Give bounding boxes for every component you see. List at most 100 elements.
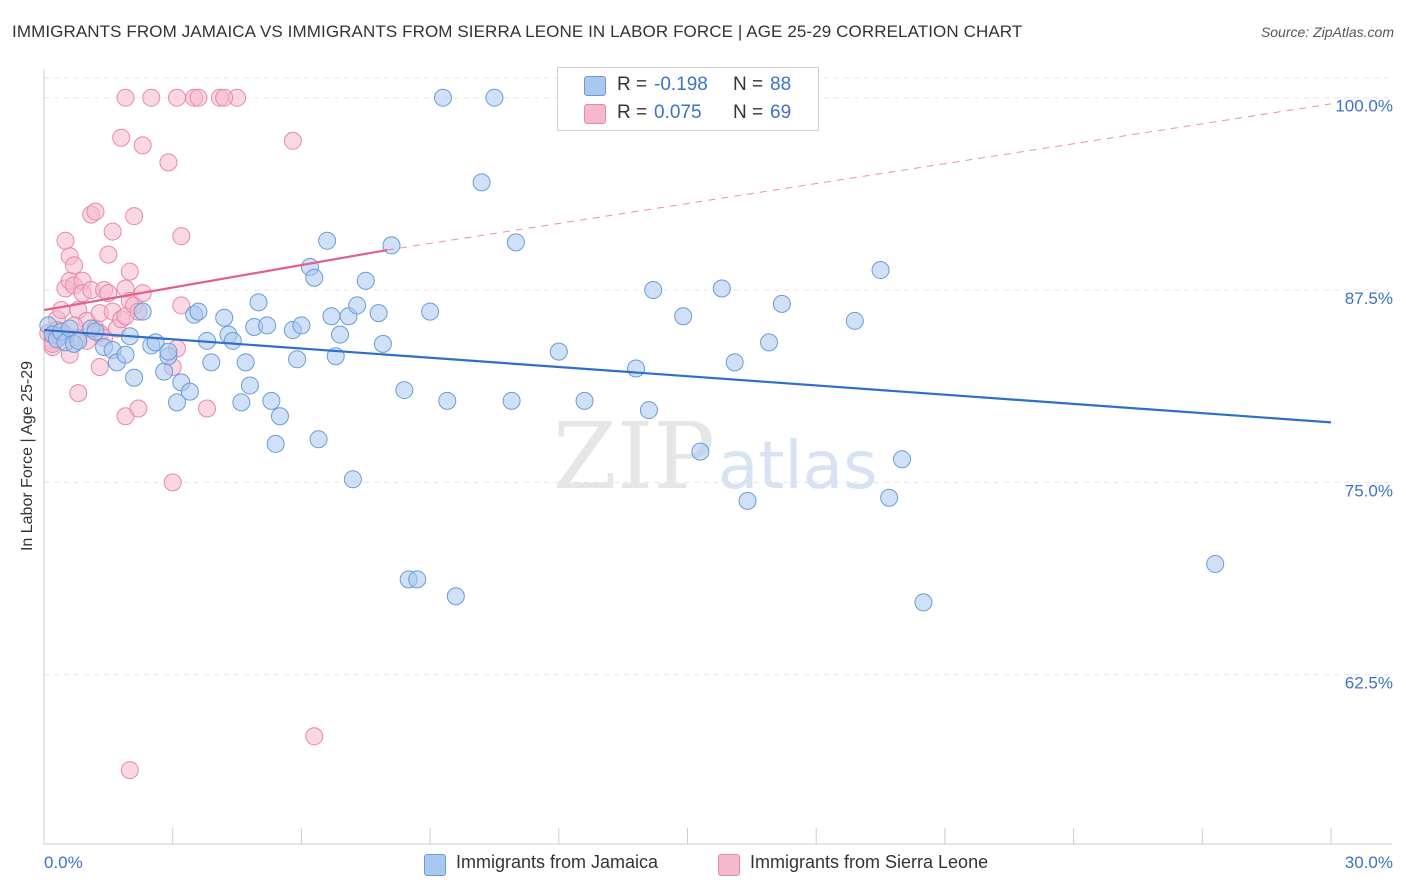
jamaica-point (845, 311, 864, 330)
jamaica-point (223, 331, 242, 350)
sierra-leone-point (159, 153, 178, 172)
jamaica-point (236, 353, 255, 372)
jamaica-point (408, 570, 427, 589)
legend-swatch-sierra-leone (584, 104, 606, 124)
jamaica-point (331, 325, 350, 344)
jamaica-point (343, 470, 362, 489)
jamaica-point (240, 376, 259, 395)
legend-r-value: 0.075 (654, 102, 702, 123)
sierra-leone-point (103, 222, 122, 241)
sierra-leone-point (142, 88, 161, 107)
jamaica-point (433, 88, 452, 107)
jamaica-point (155, 362, 174, 381)
jamaica-point (893, 450, 911, 469)
bottom-legend-swatch-jamaica (424, 854, 446, 876)
legend-n-label: N = (733, 74, 764, 95)
jamaica-point (914, 593, 933, 612)
jamaica-point (725, 353, 744, 372)
jamaica-point (167, 393, 186, 412)
jamaica-point (485, 88, 504, 107)
jamaica-point (69, 331, 88, 350)
y-tick-label: 62.5% (1345, 674, 1393, 693)
y-tick-label: 100.0% (1335, 97, 1393, 116)
jamaica-point (262, 391, 281, 410)
jamaica-point (202, 353, 221, 372)
jamaica-point (159, 342, 178, 361)
watermark-zip: ZIP (553, 403, 715, 510)
jamaica-trend-line (43, 328, 1332, 424)
sierra-leone-point (56, 231, 75, 250)
jamaica-point (318, 231, 337, 250)
jamaica-point (421, 302, 440, 321)
legend-r-label: R = (617, 74, 648, 95)
sierra-leone-point (112, 128, 131, 147)
jamaica-point (639, 401, 658, 420)
jamaica-point (644, 281, 663, 300)
sierra-leone-trend-line (43, 248, 388, 312)
jamaica-point (322, 307, 341, 326)
watermark: ZIP atlas (553, 403, 878, 510)
jamaica-point (215, 308, 234, 327)
jamaica-point (373, 334, 392, 353)
jamaica-point (472, 173, 491, 192)
jamaica-point (871, 261, 890, 280)
jamaica-point (125, 368, 144, 387)
legend-n-label: N = (733, 102, 764, 123)
jamaica-point (880, 488, 899, 507)
jamaica-point (133, 302, 152, 321)
sierra-leone-point (129, 399, 148, 418)
jamaica-point (189, 302, 208, 321)
sierra-leone-point (167, 88, 186, 107)
jamaica-point (1206, 554, 1225, 573)
bottom-legend-label-jamaica: Immigrants from Jamaica (456, 852, 659, 872)
jamaica-point (258, 316, 277, 335)
bottom-legend-swatch-sierra-leone (718, 854, 740, 876)
jamaica-point (438, 391, 457, 410)
stats-legend: R = -0.198 N = 88 R = 0.075 N = 69 (557, 67, 819, 131)
jamaica-point (356, 271, 375, 290)
jamaica-point (502, 391, 521, 410)
sierra-leone-point (133, 136, 152, 155)
sierra-leone-point (69, 384, 88, 403)
trend-layer (43, 103, 1332, 424)
sierra-leone-point (172, 227, 191, 246)
jamaica-point (712, 279, 731, 298)
x-tick-label: 30.0% (1345, 853, 1393, 872)
jamaica-point (738, 491, 757, 510)
sierra-leone-point (198, 399, 217, 418)
jamaica-point (674, 307, 693, 326)
sierra-leone-point (172, 296, 191, 315)
legend-r-value: -0.198 (654, 74, 708, 95)
jamaica-point (86, 322, 105, 341)
points-layer (39, 88, 1225, 780)
x-tick-label: 0.0% (44, 853, 83, 872)
sierra-leone-point (86, 202, 105, 221)
sierra-leone-trend-extension (387, 103, 1332, 251)
jamaica-point (575, 391, 594, 410)
jamaica-point (691, 442, 710, 461)
jamaica-point (549, 342, 568, 361)
legend-r-label: R = (617, 102, 648, 123)
jamaica-point (116, 345, 135, 364)
grid-layer (44, 77, 1392, 676)
tick-labels: 62.5% 75.0% 87.5% 100.0% 0.0% 30.0% (44, 97, 1393, 872)
sierra-leone-point (189, 88, 208, 107)
jamaica-point (305, 268, 324, 287)
sierra-leone-point (305, 727, 324, 746)
sierra-leone-point (65, 256, 84, 275)
legend-row-sierra-leone: R = 0.075 N = 69 (558, 100, 818, 128)
sierra-leone-point (120, 262, 139, 281)
jamaica-point (288, 350, 307, 369)
jamaica-point (270, 407, 289, 426)
jamaica-point (772, 294, 791, 313)
jamaica-point (446, 587, 465, 606)
sierra-leone-point (90, 357, 109, 376)
jamaica-point (348, 296, 367, 315)
jamaica-point (760, 333, 779, 352)
jamaica-point (249, 293, 268, 312)
y-tick-label: 75.0% (1345, 481, 1393, 500)
sierra-leone-point (120, 761, 139, 780)
bottom-legend-label-sierra-leone: Immigrants from Sierra Leone (750, 852, 989, 872)
sierra-leone-point (163, 473, 182, 492)
